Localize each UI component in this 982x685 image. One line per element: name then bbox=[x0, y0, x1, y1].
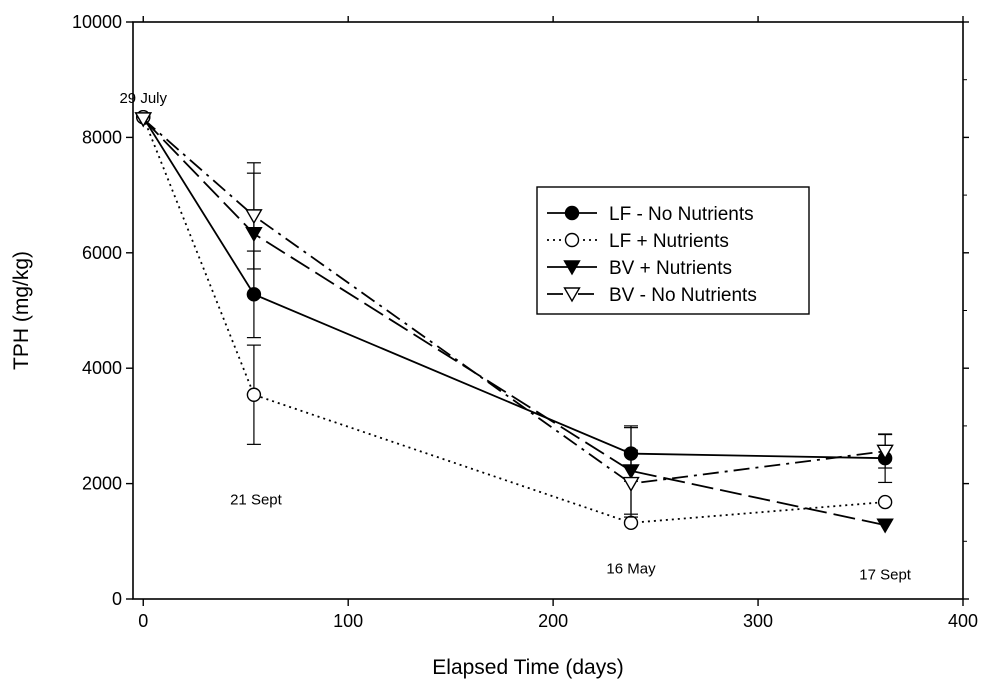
data-point bbox=[876, 444, 894, 460]
x-tick-label: 0 bbox=[138, 611, 148, 631]
data-point bbox=[623, 515, 639, 531]
x-tick-label: 400 bbox=[948, 611, 978, 631]
y-tick-label: 10000 bbox=[72, 12, 122, 32]
data-point bbox=[876, 518, 894, 534]
legend-label: LF - No Nutrients bbox=[609, 204, 754, 225]
legend: LF - No Nutrients LF + Nutrients BV + Nutr… bbox=[536, 186, 810, 315]
series-line bbox=[142, 116, 886, 460]
y-axis-title: TPH (mg/kg) bbox=[10, 251, 33, 370]
x-tick-label: 100 bbox=[333, 611, 363, 631]
series-line bbox=[142, 118, 886, 527]
legend-label: BV - No Nutrients bbox=[609, 285, 757, 306]
data-point bbox=[245, 209, 263, 225]
x-tick-label: 300 bbox=[743, 611, 773, 631]
series-line bbox=[142, 118, 886, 485]
data-point bbox=[134, 112, 152, 128]
series-2 bbox=[134, 112, 894, 534]
legend-marker bbox=[564, 232, 580, 248]
y-tick-label: 2000 bbox=[82, 474, 122, 494]
y-tick-label: 6000 bbox=[82, 243, 122, 263]
data-point bbox=[246, 387, 262, 402]
series-3 bbox=[134, 112, 894, 518]
legend-marker bbox=[563, 260, 581, 276]
data-point bbox=[622, 476, 640, 493]
annotation-label: 16 May bbox=[606, 561, 656, 578]
annotation-label: 29 July bbox=[119, 90, 167, 107]
y-tick-label: 0 bbox=[112, 589, 122, 609]
y-tick-label: 4000 bbox=[82, 358, 122, 378]
legend-label: BV + Nutrients bbox=[609, 258, 732, 279]
annotations: 29 July 21 Sept 16 May 17 Sept bbox=[119, 90, 911, 584]
legend-box bbox=[536, 186, 810, 315]
series-line bbox=[142, 116, 886, 524]
axes: 0 100 200 300 4000200040006000800010000Elaps… bbox=[10, 12, 978, 679]
legend-marker bbox=[564, 205, 580, 221]
series-layer bbox=[134, 110, 894, 534]
legend-label: LF + Nutrients bbox=[609, 231, 729, 252]
x-tick-label: 200 bbox=[538, 611, 568, 631]
annotation-label: 21 Sept bbox=[230, 491, 283, 508]
annotation-label: 17 Sept bbox=[859, 566, 912, 583]
data-point bbox=[877, 494, 893, 510]
y-tick-label: 8000 bbox=[82, 127, 122, 147]
legend-marker bbox=[563, 287, 581, 303]
x-axis-title: Elapsed Time (days) bbox=[432, 656, 623, 679]
